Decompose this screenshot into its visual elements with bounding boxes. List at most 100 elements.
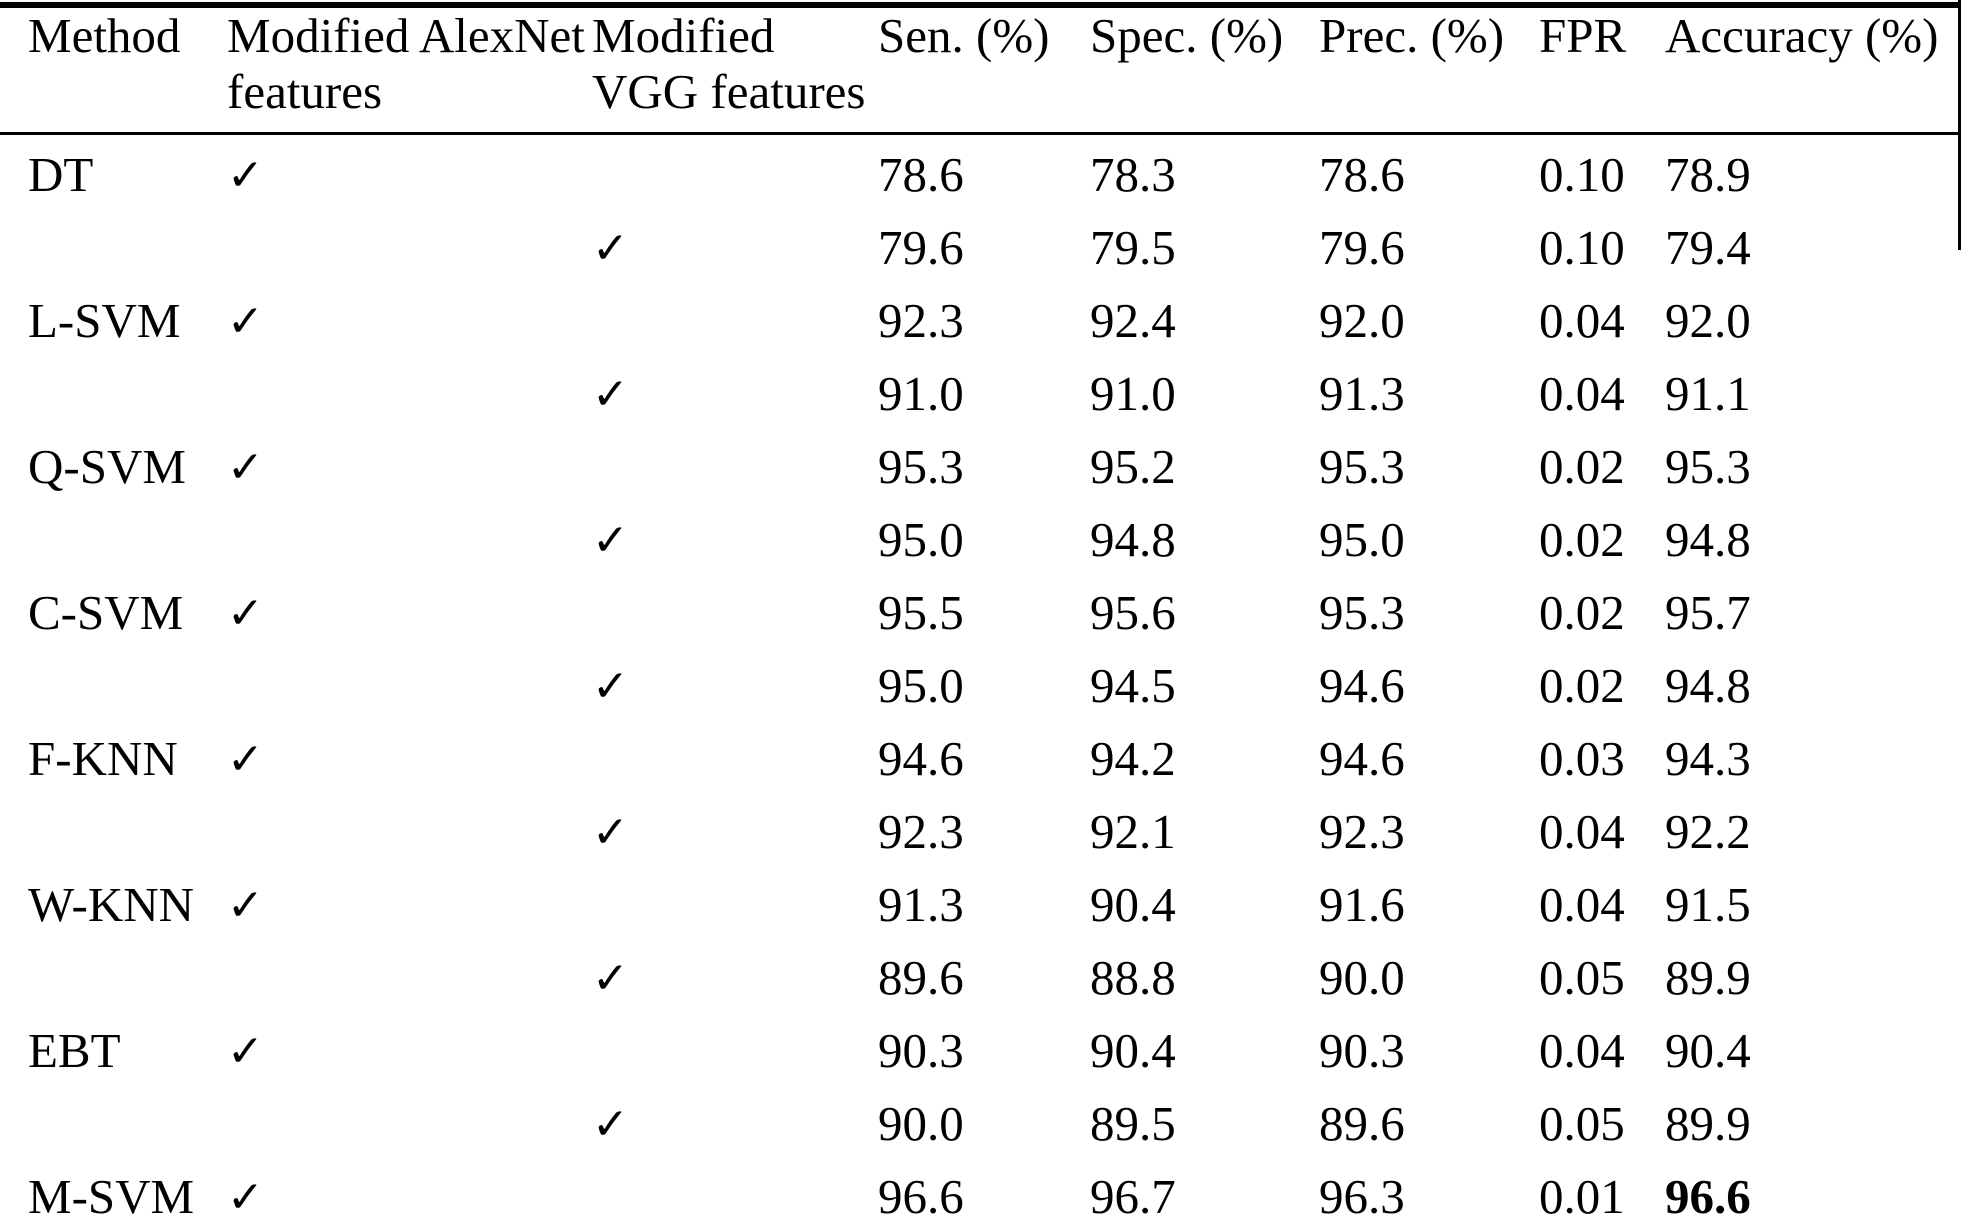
fpr-cell: 0.04 [1539, 876, 1625, 932]
accuracy-cell: 91.1 [1665, 365, 1751, 421]
method-cell [0, 1084, 227, 1157]
method-cell: C-SVM [28, 584, 184, 640]
prec-cell: 95.0 [1319, 511, 1405, 567]
fpr-cell: 0.03 [1539, 730, 1625, 786]
column-header-method: Method [28, 8, 181, 63]
vgg-check-cell [592, 865, 878, 938]
prec-cell: 96.3 [1319, 1168, 1405, 1224]
checkmark-icon: ✓ [592, 368, 629, 420]
vgg-check-cell [592, 427, 878, 500]
fpr-cell: 0.02 [1539, 584, 1625, 640]
sen-cell: 94.6 [878, 730, 964, 786]
alexnet-check-cell: ✓ [227, 427, 592, 500]
table-row: C-SVM ✓ 95.5 95.6 95.3 0.02 95.7 [0, 573, 1961, 646]
checkmark-icon: ✓ [592, 952, 629, 1004]
method-cell [0, 646, 227, 719]
accuracy-cell: 89.9 [1665, 1095, 1751, 1151]
accuracy-cell: 92.0 [1665, 292, 1751, 348]
table-row: ✓ 92.3 92.1 92.3 0.04 92.2 [0, 792, 1961, 865]
spec-cell: 96.7 [1090, 1168, 1176, 1224]
sen-cell: 89.6 [878, 949, 964, 1005]
vgg-check-cell: ✓ [592, 646, 878, 719]
results-table-body: DT ✓ 78.6 78.3 78.6 0.10 78.9 ✓ 79.6 79.5 79.6 0.10… [0, 134, 1961, 1226]
fpr-cell: 0.02 [1539, 511, 1625, 567]
table-row: W-KNN ✓ 91.3 90.4 91.6 0.04 91.5 [0, 865, 1961, 938]
fpr-cell: 0.04 [1539, 803, 1625, 859]
fpr-cell: 0.05 [1539, 949, 1625, 1005]
alexnet-check-cell [227, 500, 592, 573]
checkmark-icon: ✓ [592, 222, 629, 274]
table-row: F-KNN ✓ 94.6 94.2 94.6 0.03 94.3 [0, 719, 1961, 792]
spec-cell: 92.4 [1090, 292, 1176, 348]
table-row: Q-SVM ✓ 95.3 95.2 95.3 0.02 95.3 [0, 427, 1961, 500]
checkmark-icon: ✓ [592, 514, 629, 566]
accuracy-cell: 91.5 [1665, 876, 1751, 932]
sen-cell: 90.3 [878, 1022, 964, 1078]
prec-cell: 78.6 [1319, 146, 1405, 202]
spec-cell: 94.5 [1090, 657, 1176, 713]
prec-cell: 90.3 [1319, 1022, 1405, 1078]
prec-cell: 92.3 [1319, 803, 1405, 859]
alexnet-check-cell [227, 208, 592, 281]
accuracy-cell: 90.4 [1665, 1022, 1751, 1078]
prec-cell: 91.6 [1319, 876, 1405, 932]
accuracy-cell: 95.3 [1665, 438, 1751, 494]
table-row: ✓ 90.0 89.5 89.6 0.05 89.9 [0, 1084, 1961, 1157]
accuracy-cell: 89.9 [1665, 949, 1751, 1005]
checkmark-icon: ✓ [227, 441, 264, 493]
vgg-check-cell: ✓ [592, 354, 878, 427]
table-row: ✓ 91.0 91.0 91.3 0.04 91.1 [0, 354, 1961, 427]
sen-cell: 95.0 [878, 511, 964, 567]
sen-cell: 91.3 [878, 876, 964, 932]
vgg-check-cell [592, 1157, 878, 1226]
sen-cell: 90.0 [878, 1095, 964, 1151]
method-cell: L-SVM [28, 292, 181, 348]
column-header-spec: Spec. (%) [1090, 8, 1284, 63]
accuracy-cell: 79.4 [1665, 219, 1751, 275]
vgg-check-cell: ✓ [592, 1084, 878, 1157]
spec-cell: 94.8 [1090, 511, 1176, 567]
prec-cell: 91.3 [1319, 365, 1405, 421]
alexnet-check-cell [227, 354, 592, 427]
fpr-cell: 0.04 [1539, 1022, 1625, 1078]
accuracy-cell: 92.2 [1665, 803, 1751, 859]
prec-cell: 95.3 [1319, 438, 1405, 494]
column-header-prec: Prec. (%) [1319, 8, 1505, 63]
column-header-alexnet: Modified AlexNet features [227, 8, 585, 119]
accuracy-cell: 94.8 [1665, 657, 1751, 713]
method-cell [0, 792, 227, 865]
sen-cell: 92.3 [878, 803, 964, 859]
vgg-check-cell: ✓ [592, 938, 878, 1011]
column-header-vgg: Modified VGG features [592, 8, 866, 119]
fpr-cell: 0.04 [1539, 365, 1625, 421]
method-cell: F-KNN [28, 730, 178, 786]
alexnet-check-cell: ✓ [227, 1011, 592, 1084]
table-row: ✓ 89.6 88.8 90.0 0.05 89.9 [0, 938, 1961, 1011]
column-header-fpr: FPR [1539, 8, 1627, 63]
scan-edge-artifact [1958, 0, 1961, 250]
checkmark-icon: ✓ [227, 149, 264, 201]
alexnet-check-cell: ✓ [227, 719, 592, 792]
vgg-check-cell [592, 719, 878, 792]
method-cell: W-KNN [28, 876, 195, 932]
sen-cell: 91.0 [878, 365, 964, 421]
vgg-check-cell: ✓ [592, 500, 878, 573]
spec-cell: 95.2 [1090, 438, 1176, 494]
column-header-sen: Sen. (%) [878, 8, 1050, 63]
header-row: Method Modified AlexNet features Modifie… [0, 5, 1961, 134]
method-cell [0, 208, 227, 281]
fpr-cell: 0.10 [1539, 219, 1625, 275]
method-cell: Q-SVM [28, 438, 186, 494]
accuracy-cell: 96.6 [1665, 1168, 1751, 1224]
alexnet-check-cell: ✓ [227, 1157, 592, 1226]
spec-cell: 95.6 [1090, 584, 1176, 640]
accuracy-cell: 78.9 [1665, 146, 1751, 202]
checkmark-icon: ✓ [592, 1098, 629, 1150]
method-cell: DT [28, 146, 94, 202]
fpr-cell: 0.01 [1539, 1168, 1625, 1224]
method-cell [0, 354, 227, 427]
spec-cell: 79.5 [1090, 219, 1176, 275]
method-cell [0, 500, 227, 573]
prec-cell: 90.0 [1319, 949, 1405, 1005]
